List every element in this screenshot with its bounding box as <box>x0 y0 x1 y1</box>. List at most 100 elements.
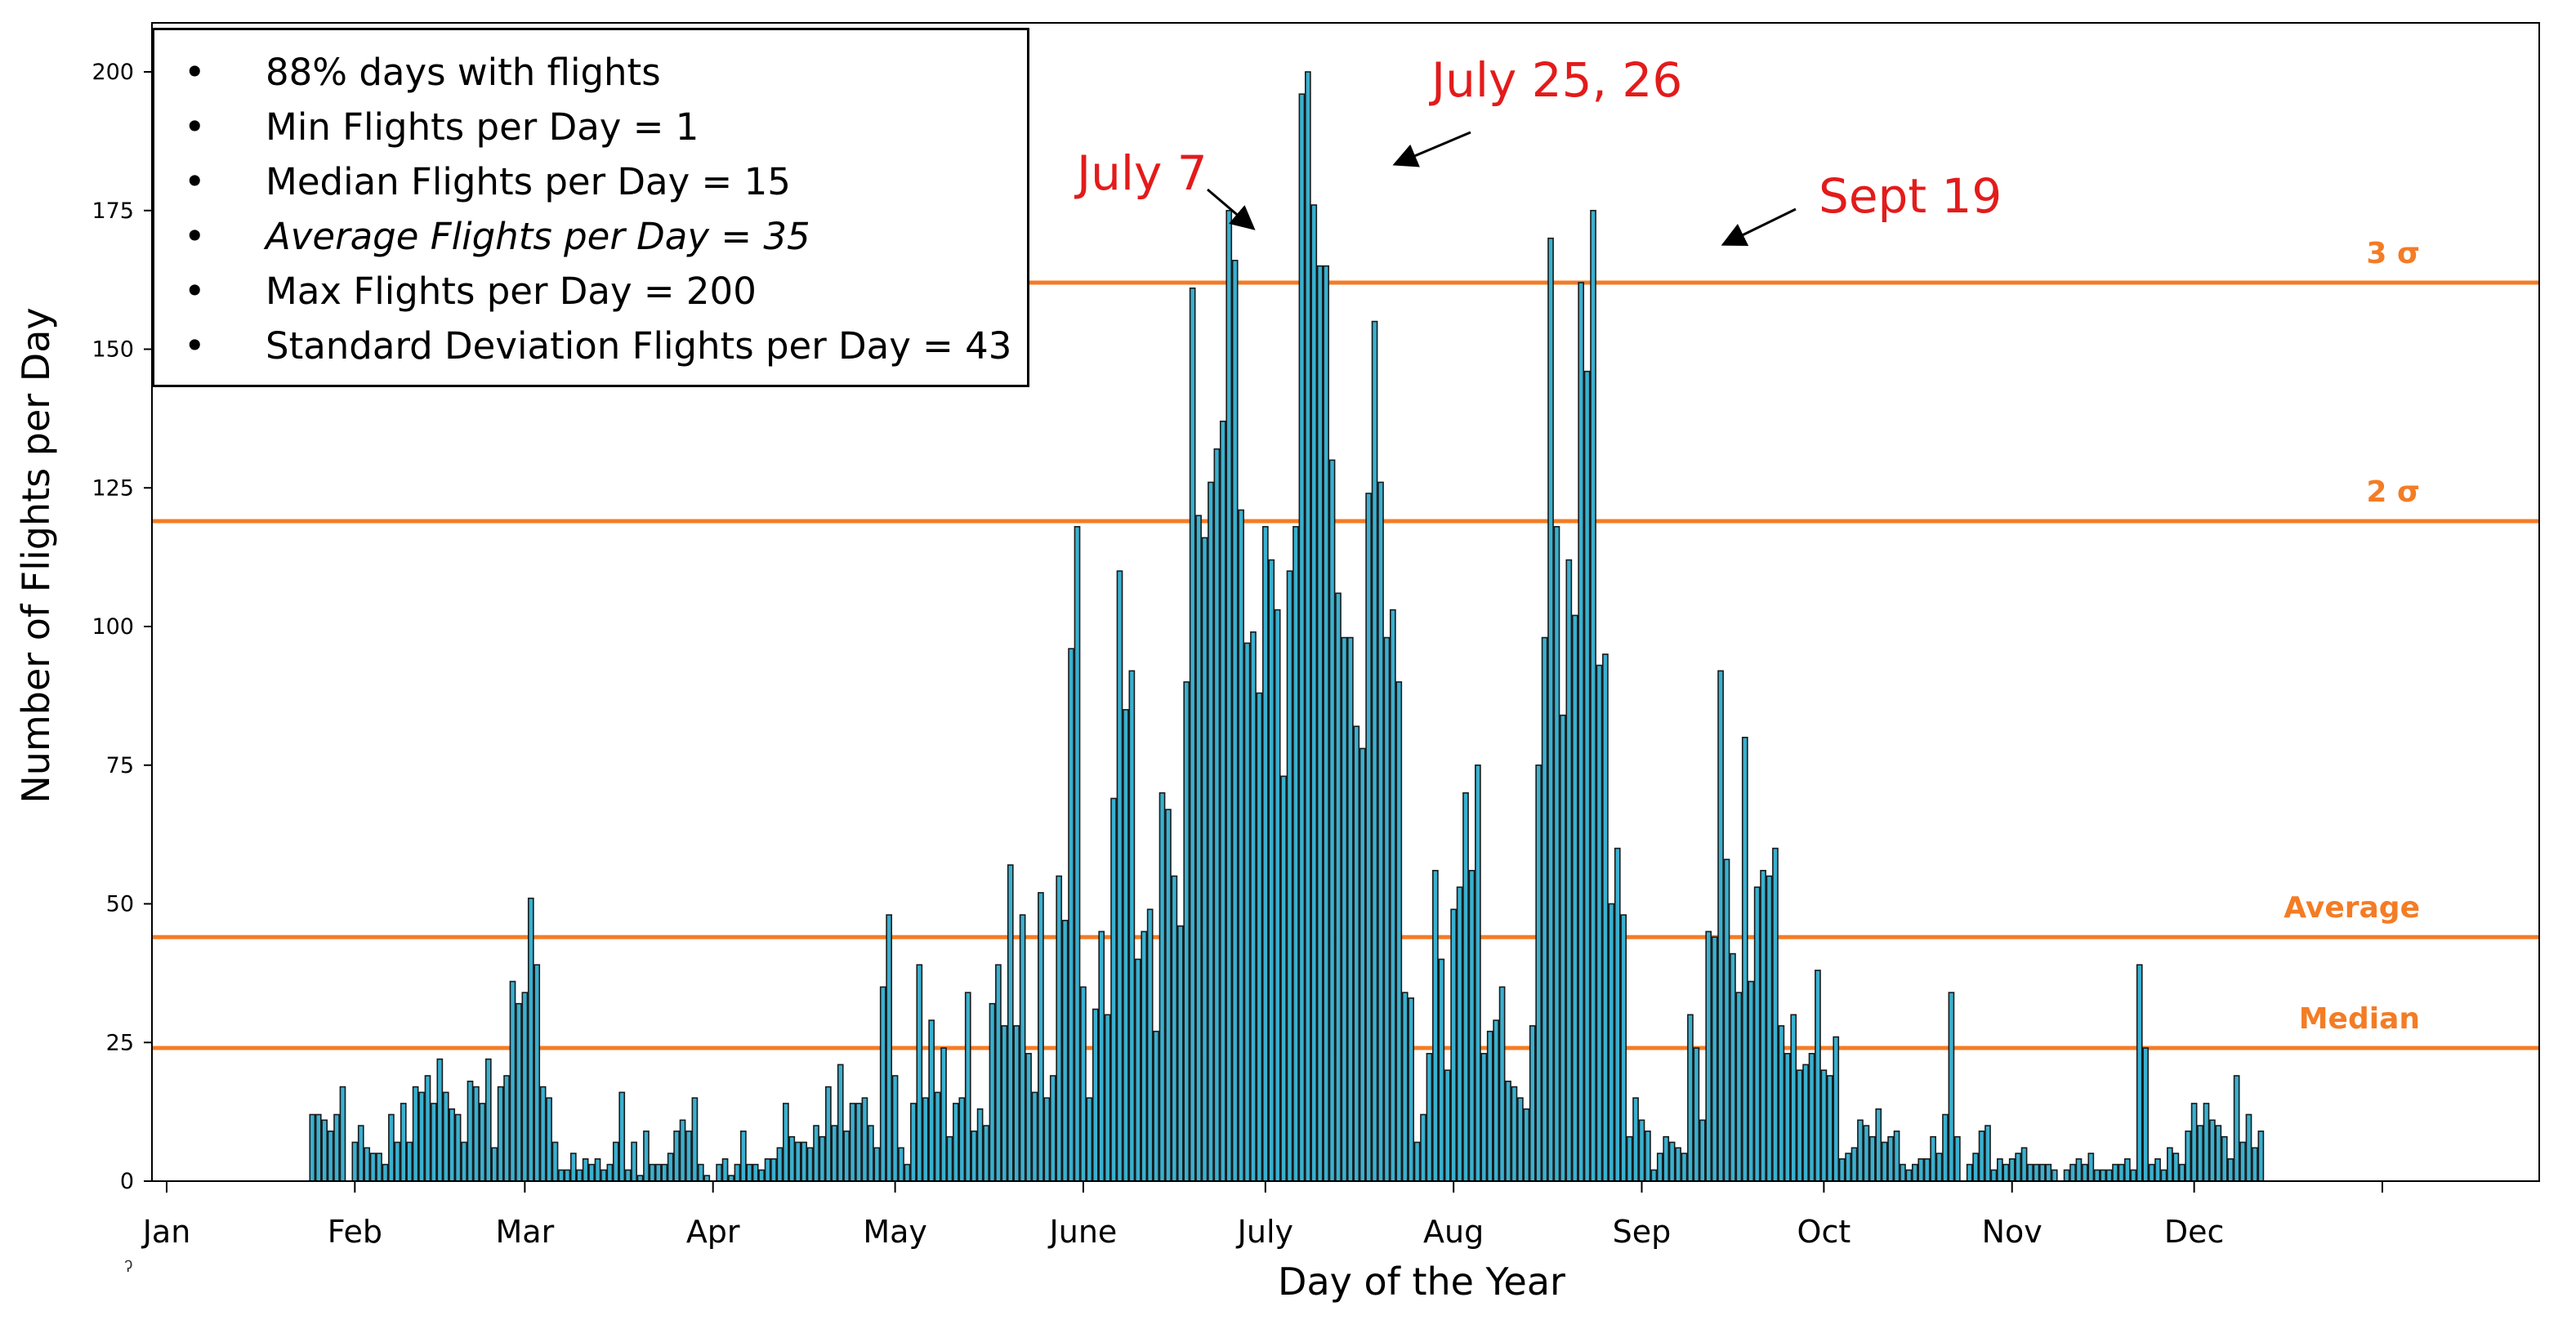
legend-text: Max Flights per Day = 200 <box>266 270 757 313</box>
flight-bar <box>1760 869 1766 1182</box>
flight-bar <box>1535 764 1542 1182</box>
flight-bar <box>491 1147 498 1182</box>
y-tick-label: 100 <box>92 614 134 640</box>
flight-bar <box>1231 260 1239 1182</box>
x-axis-label: Day of the Year <box>1278 1260 1565 1304</box>
flight-bar <box>1711 936 1718 1182</box>
annotation-arrow <box>1392 131 1471 167</box>
flight-bar <box>1656 1153 1663 1182</box>
x-tick-label: July <box>1236 1214 1293 1250</box>
x-tick-label: Feb <box>328 1214 382 1250</box>
flight-bar <box>569 1153 577 1182</box>
flight-bar <box>436 1058 444 1182</box>
flight-bar <box>394 1141 401 1182</box>
flight-bar <box>2209 1119 2216 1182</box>
flight-bar <box>618 1091 626 1182</box>
flight-bar <box>2245 1113 2252 1182</box>
flight-bar <box>1444 1069 1451 1182</box>
flight-bar <box>995 964 1002 1182</box>
flight-bar <box>1784 1053 1791 1182</box>
y-tick-label: 125 <box>92 475 134 501</box>
flight-bar <box>1413 1141 1421 1182</box>
flight-bar <box>1753 886 1761 1182</box>
flight-bar <box>551 1141 559 1182</box>
flight-bar <box>1517 1097 1524 1182</box>
legend-item: • Max Flights per Day = 200 <box>179 264 1027 319</box>
flight-bar <box>412 1086 419 1182</box>
flight-bar <box>1650 1169 1658 1182</box>
flight-bar <box>1165 809 1172 1182</box>
flight-bar <box>1668 1141 1676 1182</box>
flight-bar <box>484 1058 492 1182</box>
flight-bar <box>1748 980 1755 1182</box>
flight-bar <box>801 1141 807 1182</box>
flight-bar <box>333 1113 340 1182</box>
flight-bar <box>703 1175 711 1182</box>
flight-bar <box>2069 1163 2076 1182</box>
flight-bar <box>1274 609 1281 1182</box>
flight-bar <box>1638 1119 1645 1182</box>
flight-bar <box>1511 1086 1518 1182</box>
flight-bar <box>1365 493 1372 1182</box>
flight-bar <box>746 1163 753 1182</box>
flight-bar <box>2105 1169 2113 1182</box>
flight-bar <box>1298 93 1306 1182</box>
flight-bar <box>2160 1169 2168 1182</box>
flight-bar <box>1292 525 1299 1182</box>
flight-bar <box>1565 559 1573 1182</box>
flight-bar <box>1061 920 1069 1182</box>
flight-bar <box>673 1130 680 1182</box>
x-tick-label: Aug <box>1423 1214 1484 1250</box>
flight-bar <box>1238 509 1244 1182</box>
flight-bar <box>1596 664 1603 1182</box>
flight-bar <box>1705 930 1712 1182</box>
flight-bar <box>1523 1108 1530 1182</box>
flight-bar <box>1432 869 1439 1182</box>
flight-bar <box>661 1163 668 1182</box>
flight-bar <box>976 1108 984 1182</box>
flight-bar <box>1808 1053 1815 1182</box>
flight-bar <box>1371 320 1378 1182</box>
flight-bar <box>813 1125 819 1182</box>
flight-bar <box>1341 636 1348 1182</box>
annotation-arrow <box>1721 207 1797 246</box>
flight-bar <box>1826 1075 1833 1182</box>
flight-bar <box>1390 609 1396 1182</box>
y-tick-label: 25 <box>106 1030 134 1055</box>
flight-bar <box>1189 288 1196 1182</box>
flight-bar <box>1675 1147 1681 1182</box>
x-tick-label: Apr <box>686 1214 740 1250</box>
flight-bar <box>1328 459 1336 1182</box>
annotations-layer: July 7 July 25, 26 Sept 19 <box>1074 52 2002 246</box>
stats-legend: • 88% days with flights • Min Flights per … <box>152 28 1029 387</box>
flight-bar <box>1845 1153 1851 1182</box>
footnote-mark: ˀ <box>124 1256 133 1283</box>
flight-bar <box>2154 1158 2161 1182</box>
flight-bar <box>2124 1158 2131 1182</box>
flight-bar <box>1493 1019 1500 1182</box>
flight-bar <box>473 1086 480 1182</box>
flight-bar <box>1286 570 1293 1182</box>
flight-bar <box>1923 1158 1931 1182</box>
flight-bar <box>1304 71 1311 1182</box>
flight-bar <box>910 1103 917 1182</box>
legend-text: Median Flights per Day = 15 <box>266 160 791 203</box>
flight-bar <box>1917 1158 1925 1182</box>
flight-bar <box>1608 903 1615 1182</box>
y-tick-label: 150 <box>92 337 134 363</box>
reference-label: Average <box>2284 891 2420 925</box>
flight-bar <box>327 1130 334 1182</box>
flight-bar <box>2239 1141 2246 1182</box>
flight-bar <box>806 1147 814 1182</box>
flight-bar <box>1043 1097 1051 1182</box>
flight-bar <box>868 1125 874 1182</box>
flight-bar <box>534 964 541 1182</box>
flight-bar <box>1007 864 1014 1182</box>
flight-bar <box>1219 420 1226 1182</box>
flight-bar <box>1857 1119 1864 1182</box>
flight-bar <box>636 1175 644 1182</box>
flight-bar <box>516 1002 522 1182</box>
bullet-icon: • <box>184 51 206 94</box>
flight-bar <box>546 1097 552 1182</box>
flight-bar <box>1626 1135 1633 1182</box>
